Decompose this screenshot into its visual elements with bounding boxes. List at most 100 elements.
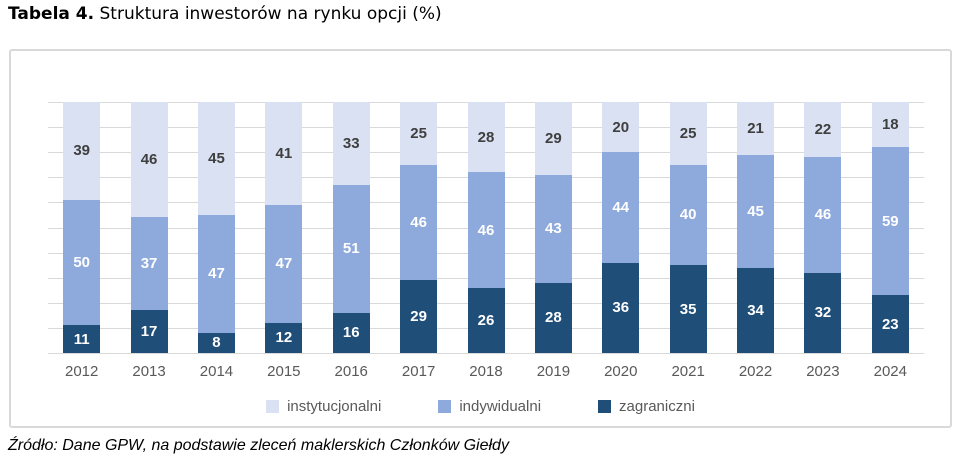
- x-axis-label: 2020: [604, 363, 638, 380]
- bar-segment-indywidualni: 46: [467, 172, 505, 288]
- bar-segment-zagraniczni: 12: [265, 322, 303, 353]
- bar-value-label: 21: [747, 119, 764, 137]
- bar-segment-instytucjonalni: 46: [130, 102, 168, 218]
- bar-value-label: 26: [477, 311, 495, 329]
- bar-value-label: 29: [410, 308, 427, 326]
- bar-value-label: 59: [881, 212, 899, 230]
- bar-segment-indywidualni: 44: [602, 152, 640, 263]
- x-axis: 2012 2013 2014 2015 2016 2017 2018 2019 2020 2021…: [48, 363, 924, 383]
- bar-value-label: 45: [747, 202, 764, 220]
- bar-value-label: 32: [814, 304, 832, 322]
- bar-value-label: 45: [208, 149, 225, 167]
- bar-segment-indywidualni: 46: [400, 164, 438, 281]
- chart-frame: 11 50 39 17 37 46 8 47 45 12 47 41 16 51 33 29 46 25 26 46 2…: [9, 49, 952, 428]
- bar-value-label: 17: [140, 323, 158, 341]
- bar-value-label: 18: [881, 116, 899, 134]
- bar-value-label: 16: [342, 324, 360, 342]
- bar-value-label: 12: [275, 329, 293, 347]
- bar-value-label: 33: [342, 134, 360, 152]
- bar-segment-indywidualni: 45: [737, 154, 775, 268]
- legend-label: instytucjonalni: [287, 398, 382, 415]
- bar-segment-indywidualni: 59: [871, 147, 909, 296]
- legend-label: indywidualni: [459, 398, 542, 415]
- bar-segment-zagraniczni: 11: [63, 325, 101, 353]
- bar-segment-indywidualni: 47: [197, 214, 235, 333]
- x-axis-label: 2013: [132, 363, 166, 380]
- bar-segment-zagraniczni: 23: [871, 295, 909, 353]
- x-axis-label: 2021: [671, 363, 705, 380]
- legend-item-instytucjonalni: instytucjonalni: [266, 398, 381, 415]
- bar-segment-instytucjonalni: 25: [400, 102, 438, 165]
- x-axis-label: 2014: [199, 363, 234, 380]
- bar-value-label: 47: [275, 255, 293, 273]
- legend-item-zagraniczni: zagraniczni: [598, 398, 695, 415]
- plot-area: 11 50 39 17 37 46 8 47 45 12 47 41 16 51 33 29 46 25 26 46 2…: [48, 102, 924, 354]
- bar-value-label: 46: [814, 206, 832, 224]
- bar-segment-zagraniczni: 34: [737, 267, 775, 353]
- bar-segment-zagraniczni: 17: [130, 310, 168, 353]
- bar-segment-indywidualni: 47: [265, 204, 303, 323]
- title-text: Struktura inwestorów na rynku opcji (%): [94, 4, 442, 24]
- bar-value-label: 50: [73, 254, 91, 272]
- bar-value-label: 28: [545, 309, 562, 327]
- x-axis-label: 2012: [65, 363, 99, 380]
- bar-segment-instytucjonalni: 20: [602, 102, 640, 153]
- bar-value-label: 44: [612, 198, 630, 216]
- bar-value-label: 46: [410, 213, 427, 231]
- legend-label: zagraniczni: [619, 398, 695, 415]
- bar-segment-instytucjonalni: 21: [737, 102, 775, 155]
- x-axis-label: 2016: [334, 363, 368, 380]
- x-axis-label: 2015: [267, 363, 301, 380]
- bar-segment-instytucjonalni: 45: [197, 102, 235, 215]
- bar-value-label: 46: [140, 151, 158, 169]
- chart-legend: instytucjonalni indywidualni zagraniczni: [11, 398, 950, 415]
- bar-value-label: 40: [679, 206, 697, 224]
- bar-value-label: 46: [477, 221, 495, 239]
- x-axis-label: 2017: [401, 363, 436, 380]
- legend-swatch-icon: [266, 400, 280, 413]
- source-note: Źródło: Dane GPW, na podstawie zleceń ma…: [8, 437, 509, 454]
- x-axis-label: 2023: [806, 363, 840, 380]
- bar-value-label: 8: [212, 334, 221, 352]
- bar-segment-indywidualni: 50: [63, 199, 101, 326]
- x-axis-label: 2019: [536, 363, 571, 380]
- bar-segment-zagraniczni: 32: [804, 272, 842, 353]
- bar-value-label: 28: [477, 128, 495, 146]
- bar-segment-zagraniczni: 16: [332, 312, 370, 353]
- bar-value-label: 36: [612, 299, 630, 317]
- legend-swatch-icon: [598, 400, 612, 413]
- bar-value-label: 47: [208, 265, 225, 283]
- bar-value-label: 22: [814, 121, 832, 139]
- bar-value-label: 43: [545, 220, 562, 238]
- legend-swatch-icon: [438, 400, 452, 413]
- bar-segment-indywidualni: 40: [669, 164, 707, 266]
- bar-segment-zagraniczni: 36: [602, 262, 640, 353]
- bar-segment-instytucjonalni: 33: [332, 102, 370, 185]
- bar-segment-indywidualni: 46: [804, 157, 842, 273]
- bar-value-label: 35: [679, 300, 697, 318]
- bar-value-label: 39: [73, 142, 91, 160]
- legend-item-indywidualni: indywidualni: [438, 398, 541, 415]
- bar-value-label: 41: [275, 144, 293, 162]
- title-prefix: Tabela 4.: [8, 4, 95, 24]
- bar-segment-instytucjonalni: 25: [669, 102, 707, 165]
- bar-value-label: 51: [342, 240, 360, 258]
- bar-segment-zagraniczni: 8: [197, 332, 235, 353]
- bar-segment-zagraniczni: 29: [400, 280, 438, 353]
- bar-segment-indywidualni: 43: [534, 174, 572, 283]
- bar-value-label: 25: [410, 124, 427, 142]
- x-axis-label: 2018: [469, 363, 503, 380]
- bar-segment-instytucjonalni: 18: [871, 102, 909, 148]
- bar-value-label: 20: [612, 118, 630, 136]
- bar-segment-indywidualni: 37: [130, 217, 168, 311]
- bar-value-label: 25: [679, 124, 697, 142]
- bar-value-label: 11: [73, 330, 90, 348]
- bar-segment-zagraniczni: 26: [467, 287, 505, 353]
- bar-segment-instytucjonalni: 29: [534, 102, 572, 175]
- bar-segment-instytucjonalni: 22: [804, 102, 842, 158]
- bar-segment-instytucjonalni: 39: [63, 102, 101, 200]
- bar-segment-instytucjonalni: 41: [265, 102, 303, 205]
- bar-segment-instytucjonalni: 28: [467, 102, 505, 173]
- page-title: Tabela 4. Struktura inwestorów na rynku …: [8, 4, 442, 24]
